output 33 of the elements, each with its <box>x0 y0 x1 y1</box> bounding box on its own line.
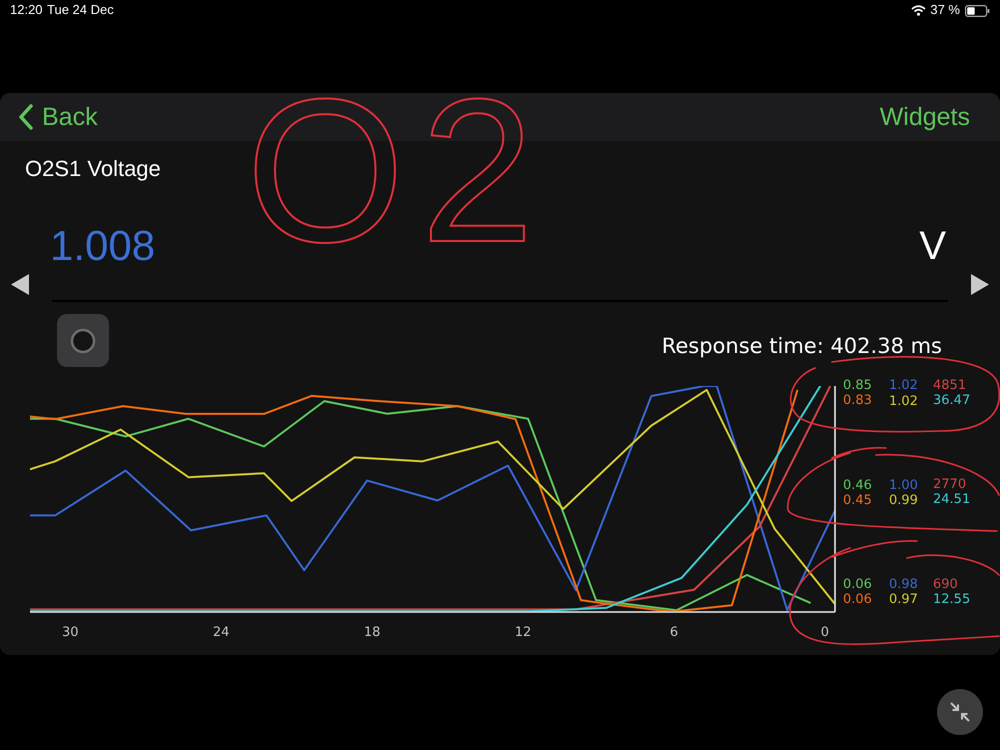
chart-title: O2S1 Voltage <box>25 156 161 181</box>
x-tick-label: 6 <box>670 625 678 640</box>
x-tick-label: 0 <box>820 625 830 640</box>
y3-tick-label: 2770 <box>933 477 966 492</box>
text: Response time: 402.38 ms <box>662 334 942 358</box>
text: Tue 24 Dec <box>47 2 114 17</box>
text: O2 <box>246 57 550 285</box>
y-tick-label: 0.85 <box>843 378 872 393</box>
y2-tick-label: 0.99 <box>889 492 918 508</box>
y3-tick-label: 36.47 <box>933 392 970 408</box>
x-tick-label: 18 <box>364 625 380 640</box>
y3-tick-label: 12.55 <box>933 592 970 608</box>
x-tick-label: 12 <box>514 625 532 640</box>
y2-tick-label: 1.00 <box>889 478 918 493</box>
text: Widgets <box>880 103 970 131</box>
y-tick-label: 0.45 <box>843 492 872 508</box>
y2-tick-label: 1.02 <box>889 378 918 393</box>
text: 1.008 <box>50 222 156 269</box>
y-tick-label: 0.06 <box>843 577 872 592</box>
x-tick-label: 24 <box>212 625 230 640</box>
text: 12:20 <box>10 2 43 17</box>
text: V <box>919 224 946 268</box>
y2-tick-label: 0.97 <box>889 592 918 608</box>
y2-tick-label: 0.98 <box>889 577 918 592</box>
y-tick-label: 0.83 <box>843 392 872 408</box>
y3-tick-label: 690 <box>933 576 958 592</box>
y3-tick-label: 24.51 <box>933 492 970 508</box>
text: 37 % <box>930 2 960 17</box>
text: Back <box>42 103 98 131</box>
y-tick-label: 0.06 <box>843 592 872 608</box>
x-tick-label: 30 <box>62 625 79 640</box>
y3-tick-label: 4851 <box>933 378 966 393</box>
y2-tick-label: 1.02 <box>889 394 918 409</box>
